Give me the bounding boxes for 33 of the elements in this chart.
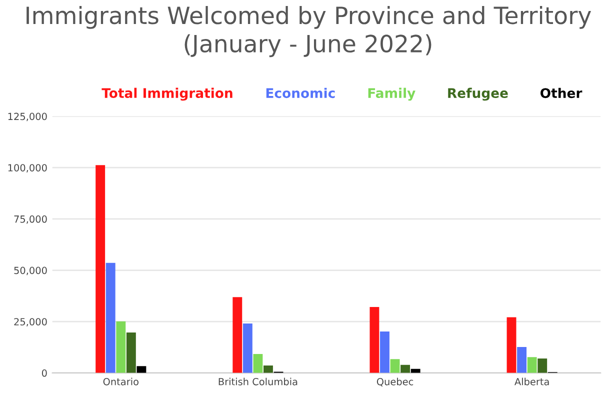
bar — [370, 307, 380, 373]
x-tick-label: Alberta — [514, 378, 549, 386]
y-tick-label: 0 — [42, 369, 47, 377]
bar — [390, 359, 400, 373]
y-tick-label: 50,000 — [14, 266, 47, 276]
bar — [400, 364, 410, 373]
bar — [538, 358, 548, 373]
y-tick-label: 25,000 — [14, 318, 47, 326]
bar — [96, 165, 106, 373]
bar — [126, 332, 136, 373]
text: Other — [540, 88, 582, 98]
bar — [116, 321, 126, 373]
text: Economic — [266, 88, 335, 98]
bar — [517, 347, 527, 373]
text: Total Immigration — [102, 88, 232, 101]
bar — [232, 297, 242, 373]
bar — [264, 366, 273, 373]
bar — [242, 323, 252, 373]
y-tick-label: 125,000 — [8, 112, 47, 122]
bar — [527, 357, 537, 373]
bar — [506, 317, 516, 373]
bar — [136, 366, 146, 373]
text: Family — [368, 88, 416, 101]
x-tick-label: Quebec — [376, 378, 414, 386]
x-tick-label: Ontario — [103, 378, 138, 386]
x-tick-label: British Columbia — [218, 378, 298, 386]
bar — [380, 331, 390, 373]
text: Refugee — [448, 88, 508, 101]
bar — [253, 354, 263, 373]
y-tick-label: 75,000 — [14, 215, 47, 224]
bar — [106, 262, 116, 373]
chart-title: Immigrants Welcomed by Province and Territory (January - June 2022) — [26, 6, 592, 58]
y-tick-label: 100,000 — [8, 164, 47, 172]
